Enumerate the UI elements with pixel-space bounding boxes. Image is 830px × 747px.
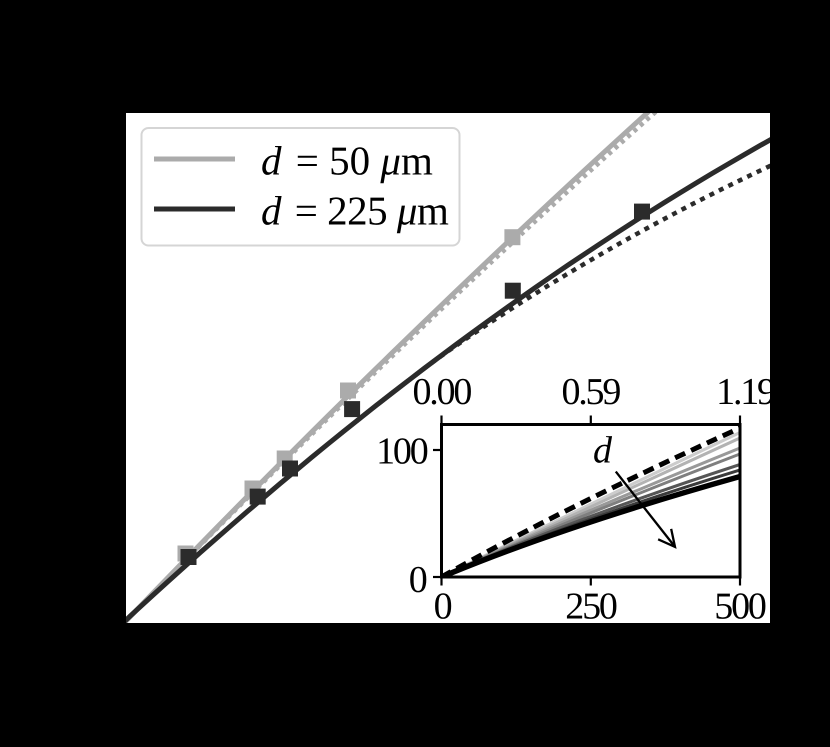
svg-text:0: 0	[434, 586, 452, 628]
svg-text:100: 100	[376, 431, 428, 473]
svg-text:500: 500	[714, 586, 766, 628]
svg-text:d = 225 μm: d = 225 μm	[261, 188, 449, 234]
svg-text:d: d	[593, 430, 613, 472]
svg-text:250: 250	[565, 586, 617, 628]
svg-text:d = 50 μm: d = 50 μm	[261, 138, 433, 184]
svg-text:0: 0	[409, 559, 427, 601]
svg-text:0.00: 0.00	[412, 371, 471, 413]
svg-text:1.19: 1.19	[716, 371, 775, 413]
svg-text:0.59: 0.59	[561, 371, 620, 413]
